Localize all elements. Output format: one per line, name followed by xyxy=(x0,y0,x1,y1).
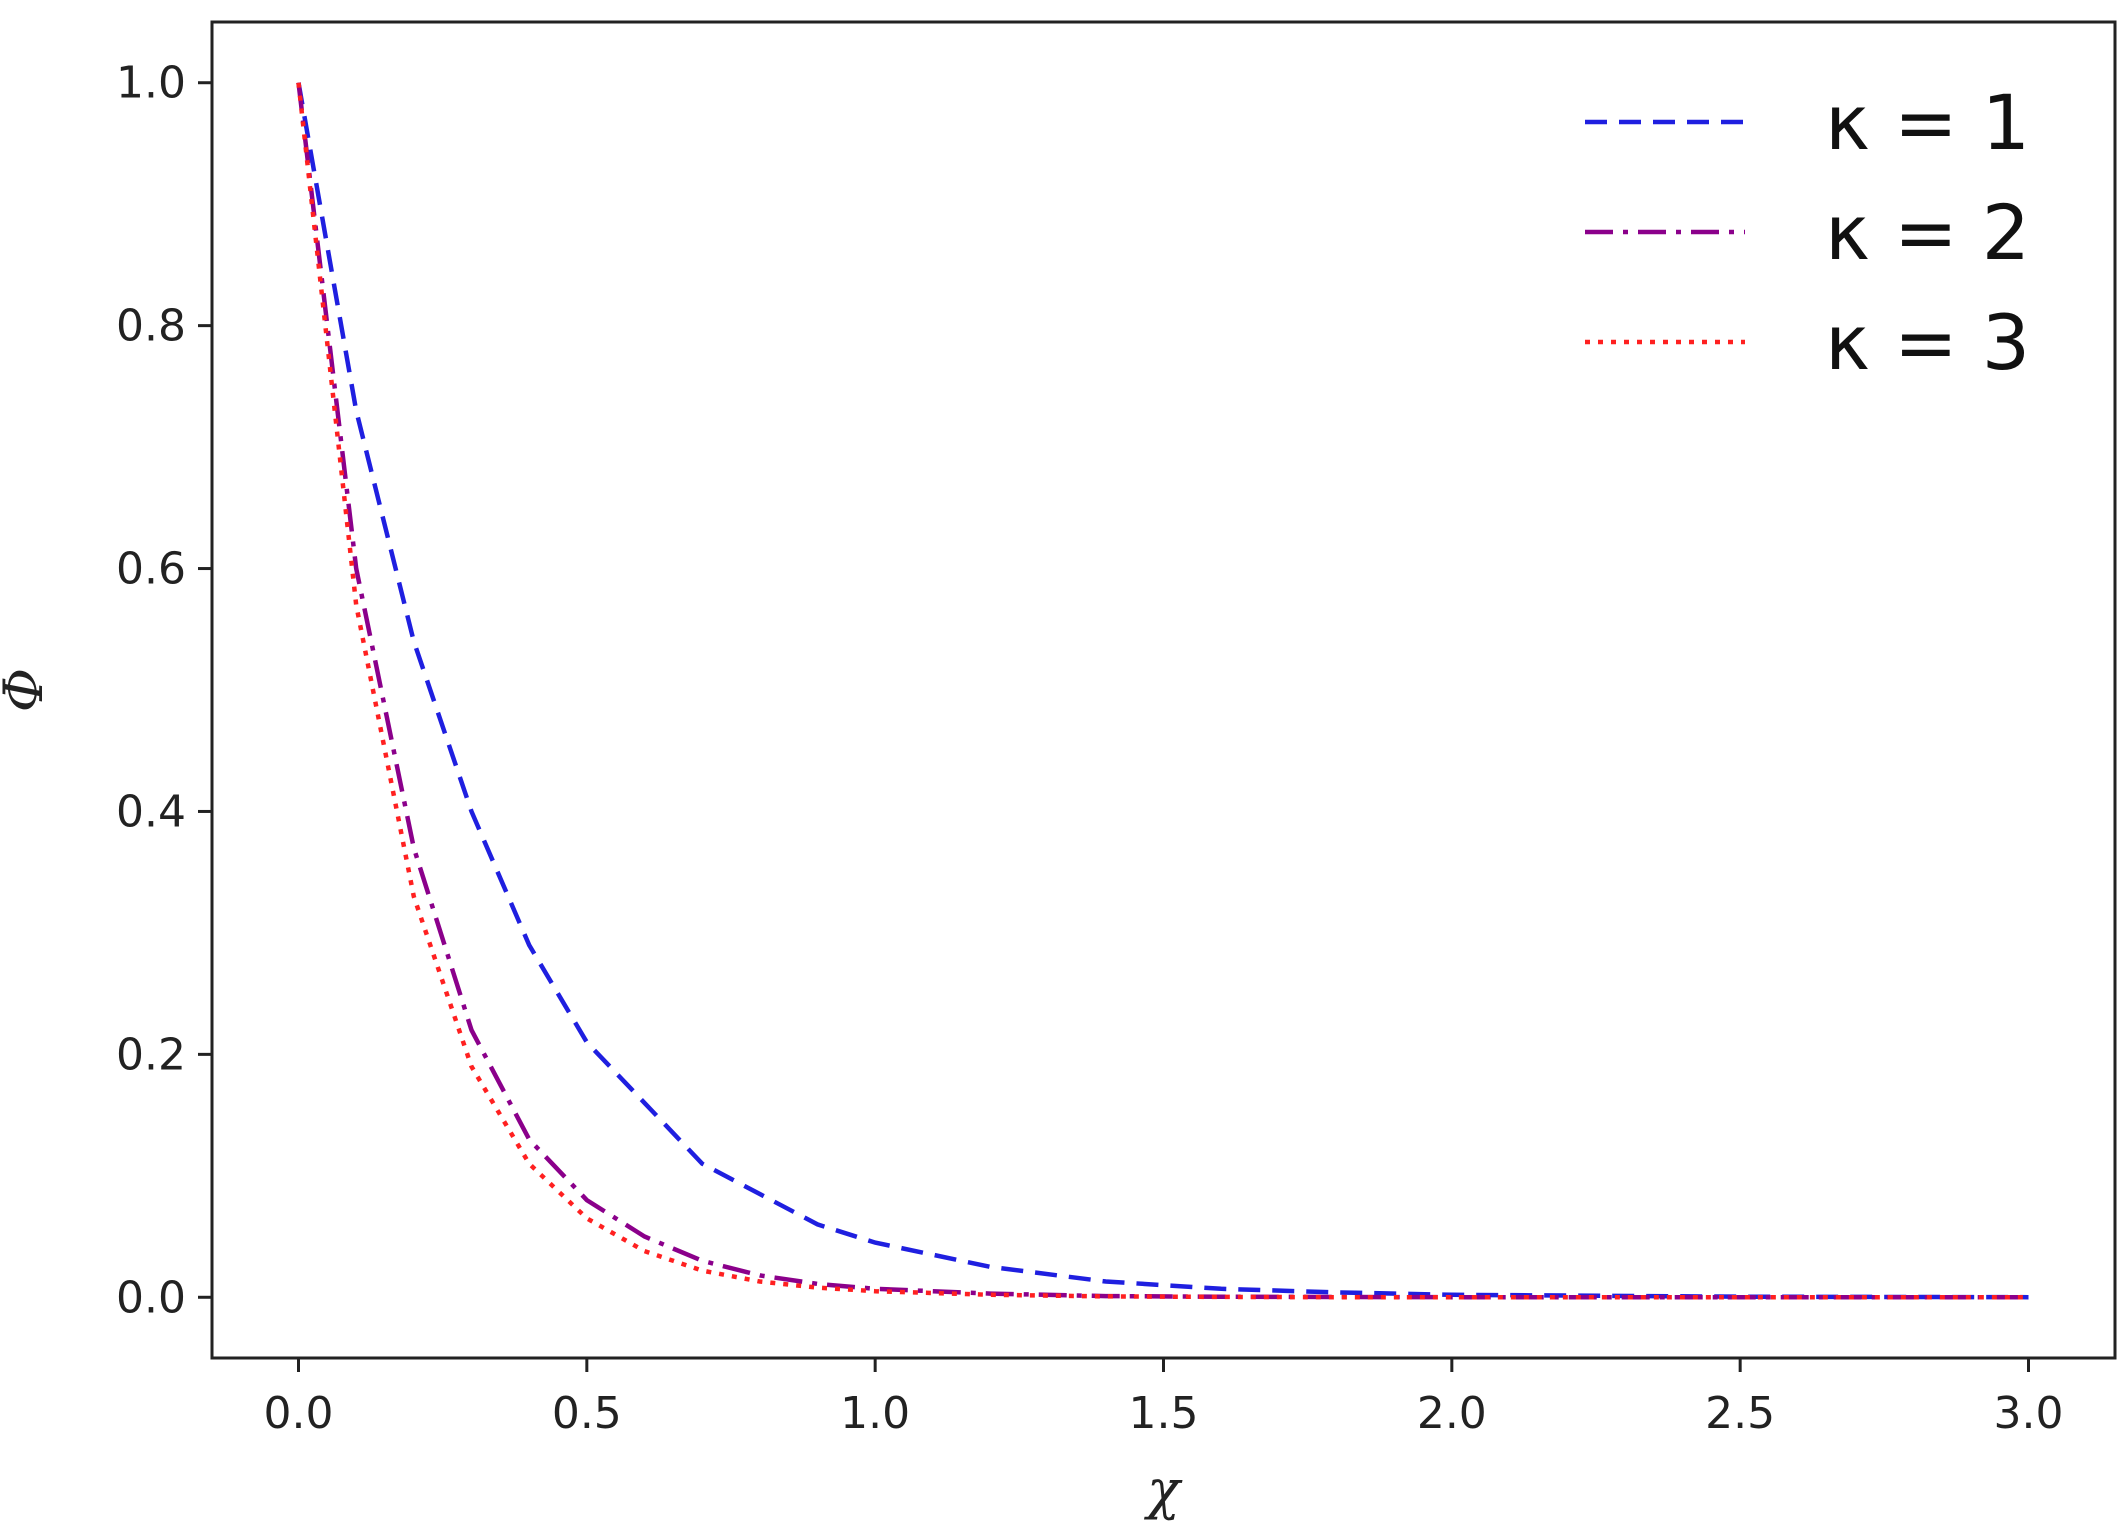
series-layer xyxy=(296,82,2029,1300)
x-tick-label: 2.5 xyxy=(1705,1388,1775,1439)
series-line-1 xyxy=(296,82,2029,1300)
x-tick-label: 1.5 xyxy=(1129,1388,1199,1439)
y-tick-label: 0.8 xyxy=(116,301,186,352)
x-axis-label: χ xyxy=(1143,1458,1183,1521)
series-line-3 xyxy=(296,82,2029,1300)
series-line-2 xyxy=(296,82,2029,1300)
y-axis: 0.0 0.2 0.4 0.6 0.8 1.0 xyxy=(116,58,212,1323)
x-axis: 0.0 0.5 1.0 1.5 2.0 2.5 3.0 xyxy=(264,1358,2064,1439)
y-tick-label: 0.6 xyxy=(116,544,186,595)
y-tick-label: 0.0 xyxy=(116,1272,186,1323)
legend-label-1: κ = 1 xyxy=(1825,78,2030,167)
y-axis-label: Φ xyxy=(0,668,55,712)
x-tick-label: 1.0 xyxy=(840,1388,910,1439)
x-tick-label: 0.5 xyxy=(552,1388,622,1439)
y-tick-label: 1.0 xyxy=(116,58,186,109)
legend-label-3: κ = 3 xyxy=(1825,298,2030,387)
legend: κ = 1 κ = 2 κ = 3 xyxy=(1585,78,2030,387)
y-tick-label: 0.2 xyxy=(116,1029,186,1080)
legend-label-2: κ = 2 xyxy=(1825,188,2030,277)
y-tick-label: 0.4 xyxy=(116,786,186,837)
x-tick-label: 2.0 xyxy=(1417,1388,1487,1439)
x-tick-label: 0.0 xyxy=(264,1388,334,1439)
x-tick-label: 3.0 xyxy=(1994,1388,2064,1439)
